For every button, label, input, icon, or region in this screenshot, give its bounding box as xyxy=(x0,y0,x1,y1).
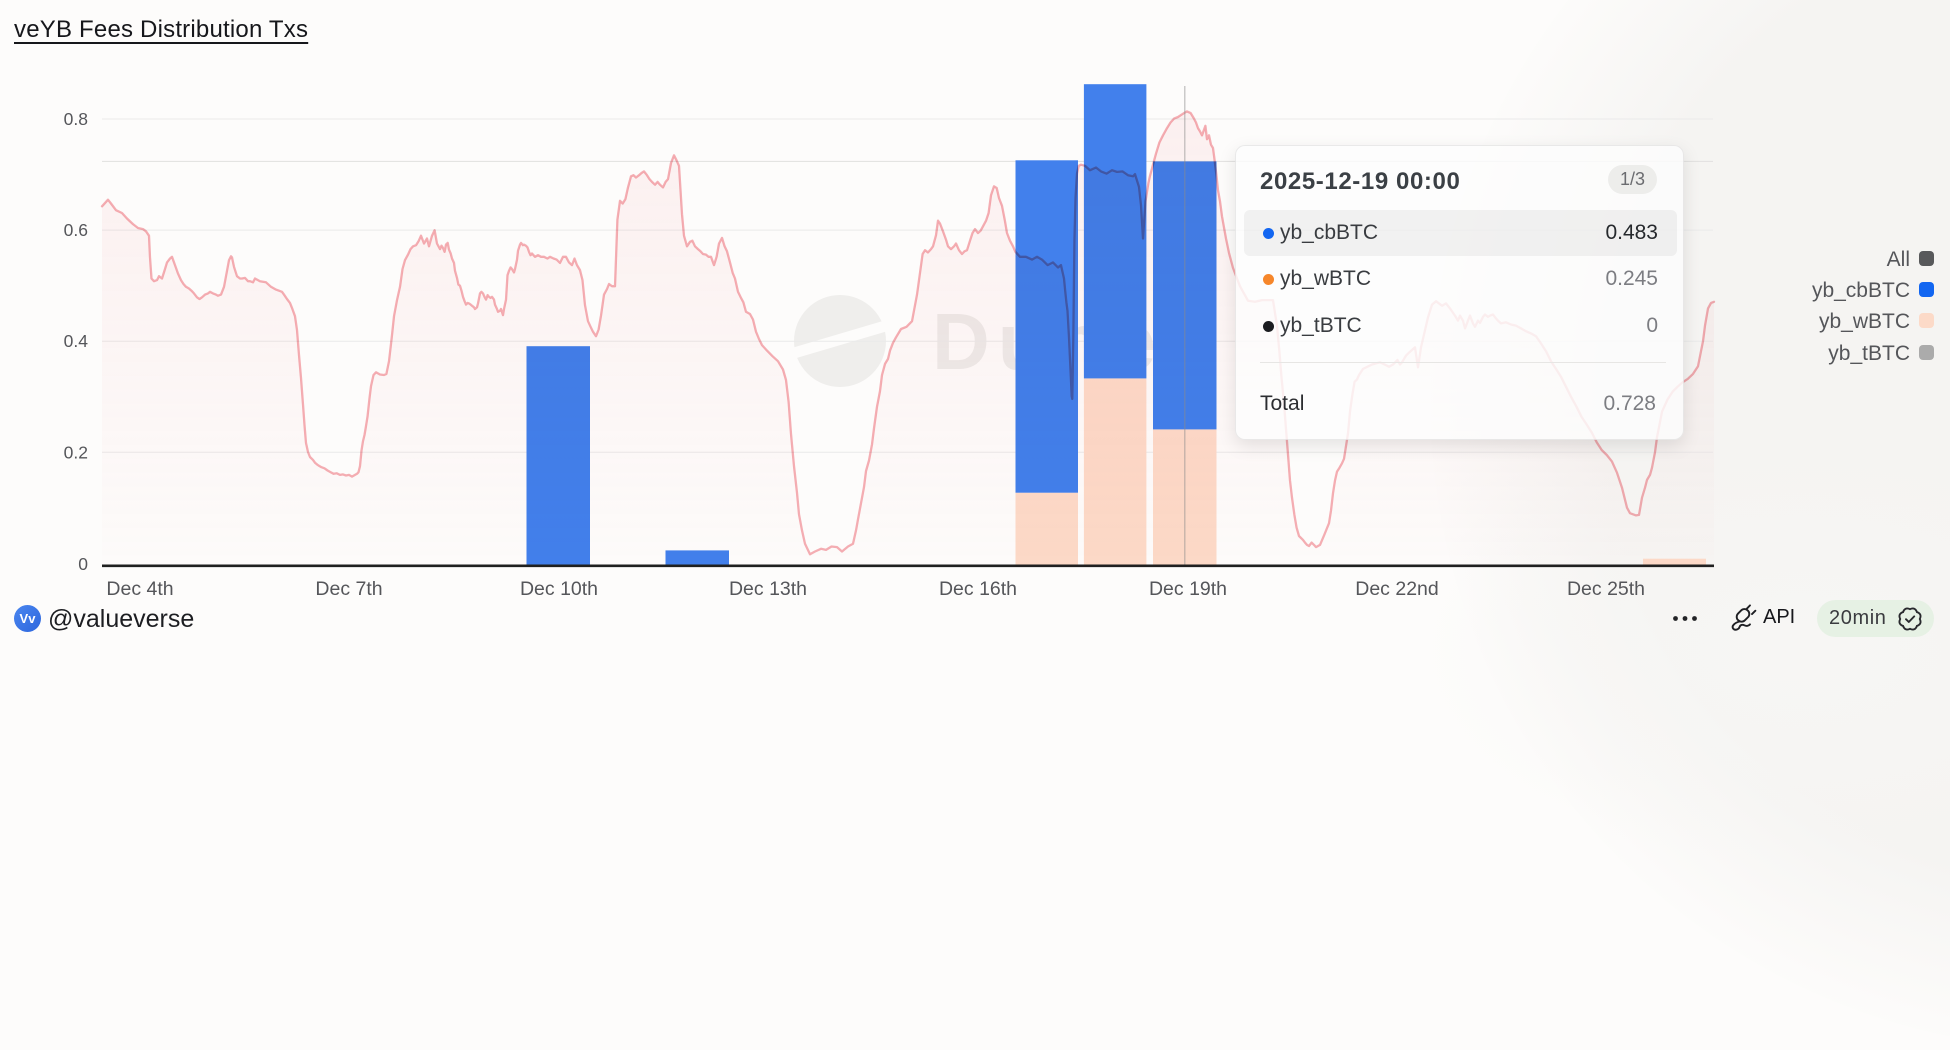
svg-text:Dec 22nd: Dec 22nd xyxy=(1355,578,1438,600)
svg-text:0.4: 0.4 xyxy=(64,331,89,351)
svg-text:0.2: 0.2 xyxy=(64,442,88,462)
svg-text:Dec 16th: Dec 16th xyxy=(939,578,1017,600)
svg-text:Dec 19th: Dec 19th xyxy=(1149,578,1227,600)
svg-text:Dec 7th: Dec 7th xyxy=(315,578,382,600)
svg-text:Dec 25th: Dec 25th xyxy=(1567,578,1645,600)
svg-text:Dec 10th: Dec 10th xyxy=(520,578,598,600)
svg-text:Dec 13th: Dec 13th xyxy=(729,578,807,600)
svg-text:0.6: 0.6 xyxy=(64,220,88,240)
svg-text:0.8: 0.8 xyxy=(64,109,88,129)
svg-text:0: 0 xyxy=(78,554,88,574)
svg-text:Dec 4th: Dec 4th xyxy=(106,578,173,600)
